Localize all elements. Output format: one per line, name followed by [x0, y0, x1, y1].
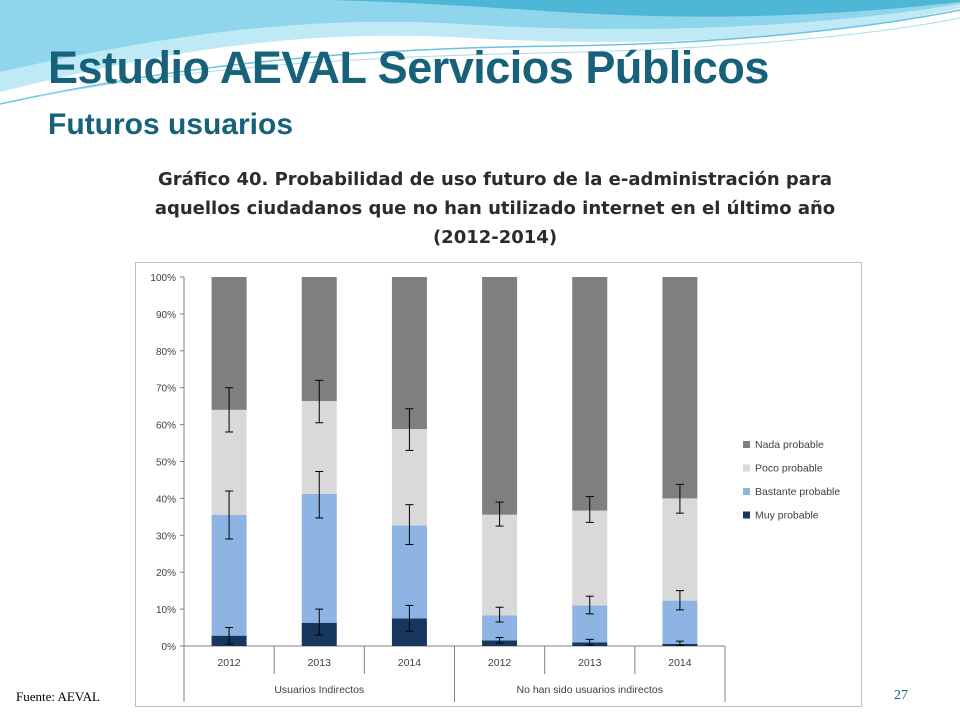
stacked-bar-chart: 0% 10% 20% 30% 40% 50% 60% 70% 80% 90% 100% 2012 201…	[135, 262, 862, 707]
y-tick-label: 10%	[156, 605, 176, 616]
legend-swatch	[743, 464, 750, 472]
legend-label: Poco probable	[755, 463, 823, 475]
chart-title-line-3: (2012-2014)	[432, 227, 558, 248]
x-tick-label: 2013	[308, 657, 332, 669]
y-tick-label: 80%	[156, 347, 176, 358]
legend-label: Muy probable	[755, 510, 819, 522]
slide-subtitle: Futuros usuarios	[48, 108, 294, 141]
y-tick-label: 70%	[156, 384, 176, 395]
chart-title-line-1: Gráfico 40. Probabilidad de uso futuro d…	[158, 169, 832, 190]
x-tick-label: 2012	[217, 657, 241, 669]
bar-segment-nada-probable	[662, 277, 698, 499]
y-tick-label: 90%	[156, 310, 176, 321]
bar-segment-poco-probable	[482, 514, 518, 616]
x-tick-label: 2013	[578, 657, 602, 669]
legend-swatch	[743, 488, 750, 495]
x-group-label: Usuarios Indirectos	[274, 684, 364, 696]
bar-segment-nada-probable	[482, 277, 518, 515]
legend-label: Nada probable	[755, 439, 824, 451]
y-tick-label: 0%	[162, 642, 177, 653]
y-tick-label: 100%	[150, 273, 176, 284]
x-tick-label: 2014	[668, 657, 692, 669]
x-tick-label: 2014	[398, 657, 422, 669]
x-group-label: No han sido usuarios indirectos	[517, 684, 664, 696]
y-tick-label: 50%	[156, 458, 176, 469]
bar-segment-nada-probable	[572, 277, 608, 511]
y-tick-label: 20%	[156, 568, 176, 579]
y-tick-label: 60%	[156, 421, 176, 432]
source-note: Fuente: AEVAL	[16, 689, 100, 704]
wave-line	[0, 9, 960, 105]
wave-mid	[0, 0, 960, 72]
slide-title: Estudio AEVAL Servicios Públicos	[48, 42, 769, 93]
bar-segment-poco-probable	[662, 498, 698, 601]
bar-segment-poco-probable	[572, 510, 608, 606]
x-tick-label: 2012	[488, 657, 512, 669]
legend-swatch	[743, 441, 750, 448]
wave-line-2	[39, 17, 960, 97]
bar-segment-nada-probable	[391, 277, 427, 430]
wave-dark	[330, 0, 960, 17]
legend-swatch	[743, 511, 750, 519]
legend-label: Bastante probable	[755, 486, 840, 498]
chart-title-line-2: aquellos ciudadanos que no han utilizado…	[154, 198, 836, 219]
page-number: 27	[894, 688, 908, 703]
y-tick-label: 30%	[156, 531, 176, 542]
y-tick-label: 40%	[156, 494, 176, 505]
